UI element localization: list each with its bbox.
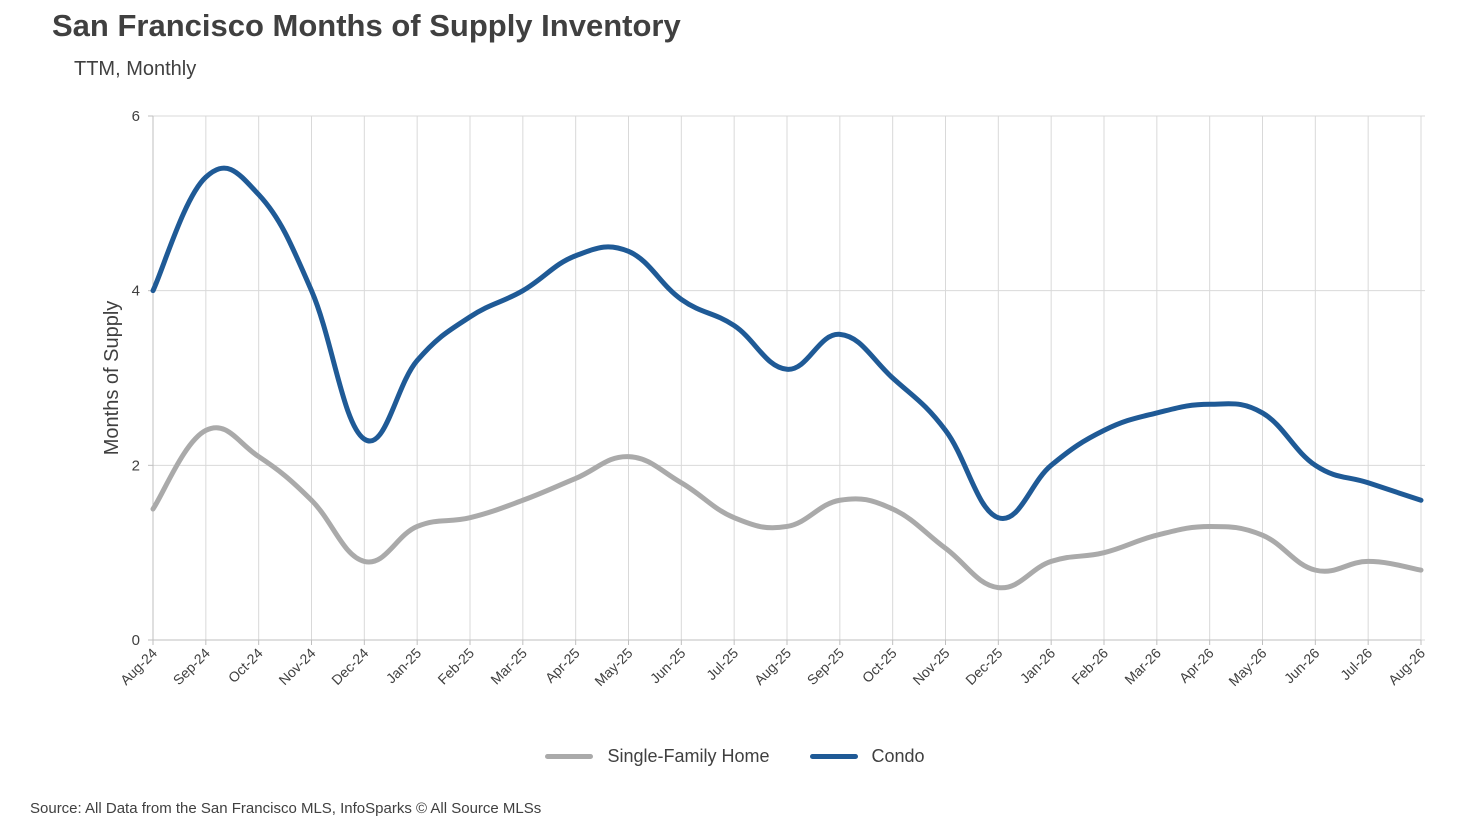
source-note: Source: All Data from the San Francisco … — [30, 800, 542, 817]
x-tick-label: Aug-25 — [751, 645, 794, 688]
x-tick-label: Mar-25 — [487, 645, 530, 688]
x-tick-label: Jan-25 — [383, 645, 425, 687]
x-tick-label: Jul-26 — [1337, 645, 1375, 683]
x-tick-label: Dec-25 — [962, 645, 1005, 688]
x-tick-label: Oct-25 — [859, 645, 900, 686]
legend-label: Single-Family Home — [607, 746, 770, 766]
x-tick-label: Aug-26 — [1385, 645, 1428, 688]
chart-subtitle: TTM, Monthly — [74, 58, 197, 80]
x-tick-label: Sep-25 — [804, 645, 847, 688]
x-tick-label: Mar-26 — [1121, 645, 1164, 688]
y-tick-label: 4 — [132, 283, 140, 300]
line-chart: 0 2 4 6 Aug-24 Sep-24 Oct-24 Nov-24 Dec-24 Jan-25… — [101, 108, 1428, 689]
chart-legend: Single-Family Home Condo — [0, 746, 1470, 767]
x-tick-label: Nov-24 — [275, 645, 318, 688]
x-tick-label: Apr-26 — [1176, 645, 1217, 686]
y-tick-label: 6 — [132, 108, 140, 125]
x-tick-label: Dec-24 — [328, 645, 371, 688]
x-tick-label: Oct-24 — [225, 645, 266, 686]
x-tick-label: Jun-25 — [647, 645, 689, 687]
x-tick-label: Apr-25 — [542, 645, 583, 686]
x-tick-label: Feb-25 — [434, 645, 477, 688]
series-line-single-family-home — [150, 425, 1424, 591]
chart-title: San Francisco Months of Supply Inventory — [52, 8, 681, 43]
legend-swatch — [545, 754, 594, 759]
x-tick-label: May-26 — [1225, 645, 1269, 689]
x-tick-label: Feb-26 — [1068, 645, 1111, 688]
legend-item-single-family-home: Single-Family Home — [545, 746, 770, 767]
x-tick-label: Sep-24 — [170, 645, 213, 688]
x-tick-label: Aug-24 — [117, 645, 160, 688]
x-tick-label: Jul-25 — [703, 645, 741, 683]
series-line-condo — [150, 165, 1424, 521]
x-tick-label: Jun-26 — [1281, 645, 1323, 687]
series-layer — [150, 165, 1424, 591]
grid-layer — [152, 115, 1425, 641]
legend-swatch — [809, 754, 858, 759]
legend-label: Condo — [871, 746, 925, 766]
axis-layer: 0 2 4 6 Aug-24 Sep-24 Oct-24 Nov-24 Dec-24 Jan-25… — [117, 108, 1428, 689]
y-tick-label: 2 — [132, 457, 140, 474]
x-tick-label: May-25 — [591, 645, 635, 689]
x-tick-label: Nov-25 — [909, 645, 952, 688]
x-tick-label: Jan-26 — [1017, 645, 1059, 687]
y-axis-label: Months of Supply — [101, 301, 123, 456]
legend-item-condo: Condo — [809, 746, 925, 767]
y-tick-label: 0 — [132, 632, 140, 649]
